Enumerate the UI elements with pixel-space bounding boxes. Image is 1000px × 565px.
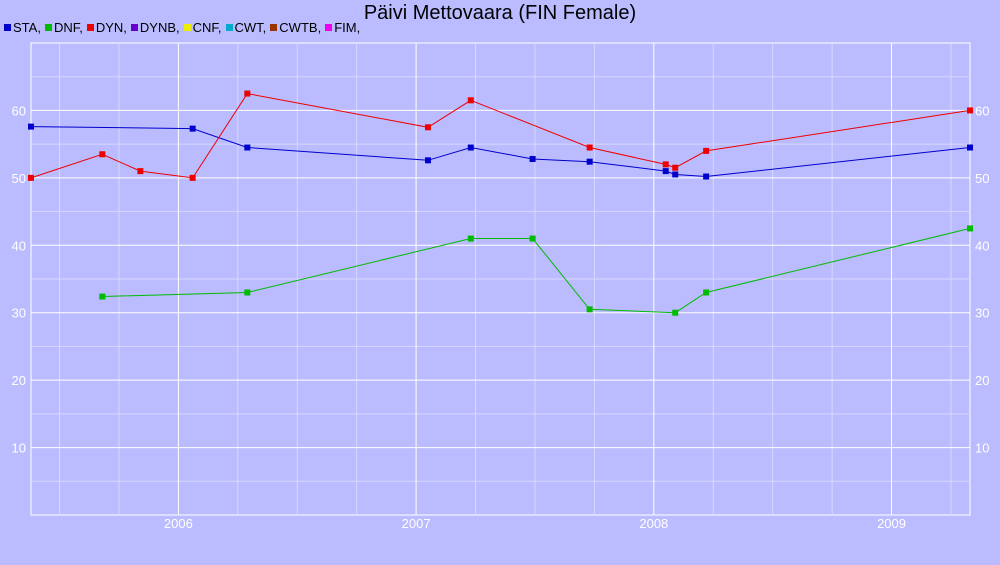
data-point-sta	[189, 125, 196, 132]
y-tick-label-right: 60	[975, 103, 989, 118]
legend: STA, DNF, DYN, DYNB, CNF, CWT, CWTB, FIM,	[4, 20, 364, 35]
y-tick-label-left: 10	[12, 441, 26, 456]
data-point-dyn	[586, 144, 593, 151]
series-line-dyn	[30, 93, 971, 179]
x-tick-label: 2007	[402, 516, 431, 531]
data-point-dyn	[467, 97, 474, 104]
data-point-sta	[244, 144, 251, 151]
data-point-sta	[967, 144, 973, 151]
data-point-dyn	[244, 90, 251, 97]
chart-title: Päivi Mettovaara (FIN Female)	[363, 2, 637, 24]
legend-item: CWT,	[225, 20, 267, 35]
data-point-dyn	[28, 174, 34, 181]
data-point-dnf	[99, 293, 106, 300]
legend-label: CWTB,	[279, 20, 322, 35]
data-point-dyn	[99, 151, 106, 158]
y-tick-label-right: 20	[975, 373, 989, 388]
data-point-sta	[586, 158, 593, 165]
legend-item: STA,	[4, 20, 41, 35]
legend-swatch	[4, 24, 11, 31]
data-point-sta	[672, 171, 679, 178]
x-tick-label: 2006	[164, 516, 193, 531]
legend-swatch	[225, 24, 233, 31]
legend-label: STA,	[13, 20, 41, 35]
data-point-sta	[424, 157, 431, 164]
legend-swatch	[183, 24, 191, 31]
data-point-dnf	[703, 289, 710, 296]
data-point-dnf	[967, 225, 973, 232]
y-tick-label-left: 30	[12, 306, 26, 321]
legend-item: CNF,	[183, 20, 222, 35]
data-point-dyn	[967, 107, 973, 114]
data-point-dyn	[703, 147, 710, 154]
y-tick-label-right: 10	[975, 441, 989, 456]
legend-swatch	[270, 24, 278, 31]
legend-swatch	[44, 24, 52, 31]
data-point-sta	[529, 155, 536, 162]
data-point-dnf	[244, 289, 251, 296]
data-point-sta	[467, 144, 474, 151]
legend-swatch	[130, 24, 138, 31]
x-tick-label: 2008	[639, 516, 668, 531]
data-point-dnf	[586, 306, 593, 313]
legend-swatch	[325, 24, 333, 31]
y-tick-label-right: 40	[975, 238, 989, 253]
legend-label: DYN,	[95, 20, 127, 35]
series-line-sta	[30, 126, 971, 178]
legend-item: FIM,	[325, 20, 360, 35]
legend-label: CWT,	[234, 20, 267, 35]
data-point-sta	[28, 123, 34, 130]
data-point-dyn	[672, 164, 679, 171]
y-tick-label-left: 40	[12, 238, 26, 253]
y-tick-label-left: 50	[12, 171, 26, 186]
data-point-sta	[662, 168, 669, 175]
data-point-dnf	[467, 235, 474, 242]
y-tick-label-left: 60	[12, 103, 26, 118]
data-point-sta	[703, 173, 710, 180]
legend-label: FIM,	[334, 20, 361, 35]
legend-item: DYN,	[86, 20, 127, 35]
legend-item: CWTB,	[270, 20, 321, 35]
data-point-dyn	[662, 161, 669, 168]
legend-label: DYNB,	[139, 20, 180, 35]
data-point-dyn	[424, 124, 431, 131]
series-line-dnf	[102, 227, 971, 314]
y-tick-label-right: 30	[975, 306, 989, 321]
legend-item: DYNB,	[130, 20, 180, 35]
data-point-dnf	[529, 235, 536, 242]
legend-label: CNF,	[192, 20, 222, 35]
data-point-dyn	[189, 174, 196, 181]
y-tick-label-left: 20	[12, 373, 26, 388]
data-point-dnf	[672, 309, 679, 316]
legend-swatch	[86, 24, 94, 31]
x-tick-label: 2009	[877, 516, 906, 531]
y-tick-label-right: 50	[975, 171, 989, 186]
legend-label: DNF,	[53, 20, 83, 35]
data-point-dyn	[137, 168, 144, 175]
legend-item: DNF,	[44, 20, 83, 35]
